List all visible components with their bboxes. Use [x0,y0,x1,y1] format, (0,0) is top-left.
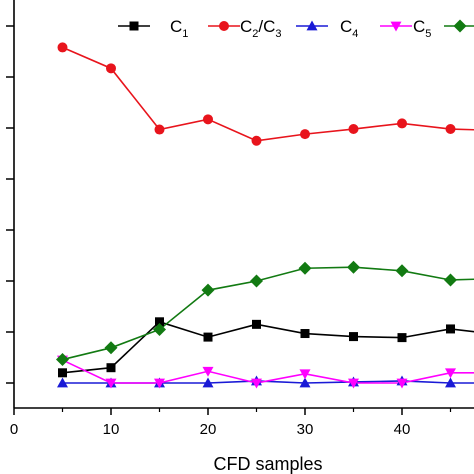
data-point-c1 [300,329,310,339]
legend-entry [444,19,474,33]
data-point-c2-c3 [203,114,213,125]
series-line-c6 [62,266,474,361]
data-point-c6 [250,274,263,288]
data-point-c2-c3 [300,129,310,140]
data-point-c5 [445,368,456,379]
legend-entry: C4 [296,17,358,40]
series-line-c1 [62,320,474,374]
legend-label: C2/C3 [240,17,282,40]
data-point-c1 [446,324,455,334]
data-point-c5 [348,378,359,389]
x-tick-label: 10 [103,421,120,438]
data-point-c1 [155,317,164,327]
data-point-c2-c3 [397,118,407,129]
data-point-c6 [444,273,457,287]
data-point-c1 [397,333,407,343]
series-line-c2-c3 [62,46,474,142]
legend-entry: C5 [380,17,431,40]
data-point-c6 [298,261,312,275]
legend-marker [453,19,467,33]
data-point-c5 [396,378,408,389]
data-point-c6 [201,283,215,297]
legend-label: C4 [340,17,358,40]
data-point-c2-c3 [251,135,262,146]
x-tick-label: 0 [10,421,18,438]
x-axis-title: CFD samples [213,454,322,474]
data-point-c1 [106,363,116,373]
legend-entry: C1 [118,17,188,40]
plot-lines [62,46,474,384]
data-point-c6 [395,264,409,278]
data-point-c2-c3 [154,124,165,135]
legend-marker [306,20,318,31]
legend: C1 C2/C3 C4 C5 [118,17,474,40]
data-point-c6 [56,353,69,367]
legend-label: C5 [413,17,431,40]
x-tick-label: 30 [297,421,314,438]
data-point-c5 [299,369,311,380]
legend-marker [219,21,229,31]
plot-markers [56,42,457,389]
legend-marker [129,21,139,31]
data-point-c6 [153,322,166,336]
legend-label: C1 [170,17,188,40]
data-point-c4 [445,377,456,388]
data-point-c4 [57,377,68,388]
legend-marker [390,21,402,32]
data-point-c2-c3 [106,63,116,74]
data-point-c6 [104,341,118,355]
data-point-c1 [252,319,261,329]
data-point-c5 [202,366,214,377]
data-point-c2-c3 [445,124,456,135]
data-point-c1 [349,332,358,342]
series-line-c5 [62,359,474,384]
axes [13,0,474,409]
data-point-c4 [202,377,214,388]
data-point-c1 [58,368,67,378]
axis-ticks: 0 10 20 30 40 [6,25,452,438]
data-point-c5 [105,378,117,389]
data-point-c2-c3 [57,42,68,53]
x-tick-label: 40 [394,421,411,438]
legend-entry: C2/C3 [208,17,282,40]
data-point-c1 [203,332,213,342]
x-tick-label: 20 [200,421,217,438]
data-point-c4 [299,377,311,388]
data-point-c6 [347,260,360,274]
data-point-c5 [251,378,262,389]
data-point-c2-c3 [348,124,359,135]
data-point-c5 [154,378,165,389]
